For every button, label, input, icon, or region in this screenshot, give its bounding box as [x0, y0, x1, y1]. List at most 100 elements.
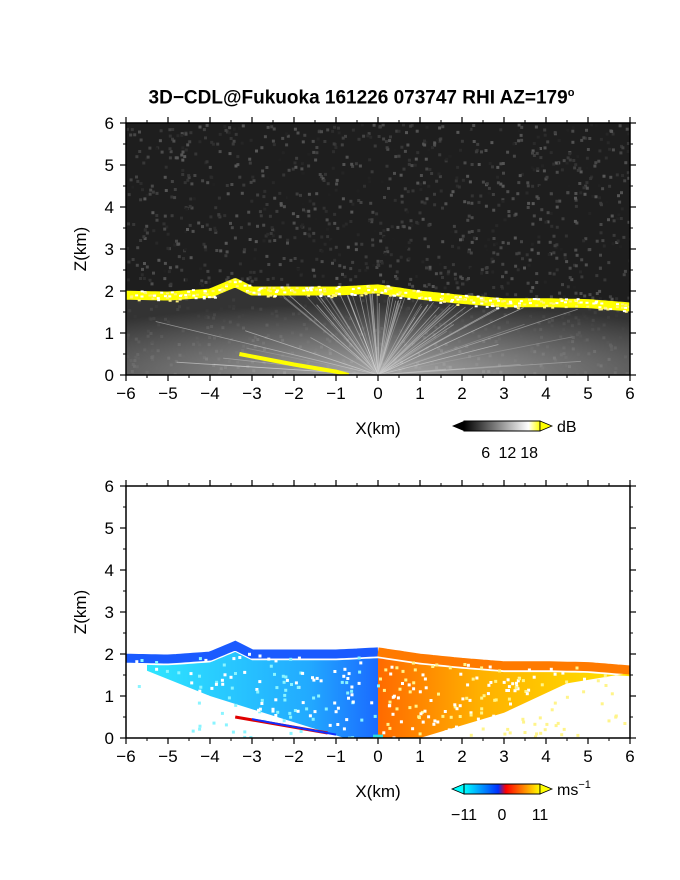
noise-pixel: [313, 274, 317, 278]
noise-pixel: [219, 249, 223, 253]
cloud-layer-pixel: [334, 294, 337, 297]
velocity-pixel: [384, 668, 388, 672]
noise-pixel: [338, 264, 342, 268]
noise-pixel: [145, 193, 149, 197]
cloud-layer-pixel: [399, 297, 403, 299]
velocity-pixel: [607, 719, 611, 723]
noise-pixel: [618, 200, 622, 204]
cloud-layer-pixel: [210, 296, 214, 299]
cloud-layer-pixel: [165, 292, 169, 295]
velocity-pixel: [243, 735, 247, 738]
velocity-pixel: [418, 690, 422, 694]
noise-pixel: [438, 153, 442, 157]
noise-pixel: [349, 220, 353, 223]
cloud-layer-pixel: [235, 285, 239, 288]
noise-pixel: [574, 204, 578, 208]
velocity-pixel: [627, 713, 630, 717]
cloud-layer-pixel: [555, 302, 559, 305]
noise-pixel: [615, 297, 619, 301]
velocity-pixel: [488, 665, 492, 669]
velocity-pixel: [398, 687, 402, 691]
noise-pixel: [549, 252, 553, 256]
cloud-layer-pixel: [407, 297, 411, 300]
velocity-pixel: [282, 719, 286, 723]
velocity-pixel: [229, 733, 233, 737]
noise-pixel: [214, 230, 218, 234]
cloud-layer-pixel: [335, 287, 339, 290]
noise-pixel: [202, 242, 206, 246]
velocity-pixel: [600, 718, 604, 721]
noise-pixel: [286, 241, 289, 245]
noise-pixel: [155, 241, 159, 245]
noise-pixel: [449, 193, 453, 197]
noise-pixel: [323, 242, 327, 246]
noise-pixel: [469, 267, 473, 271]
velocity-pixel: [468, 698, 472, 702]
velocity-pixel: [288, 722, 292, 726]
velocity-pixel: [545, 722, 549, 726]
noise-pixel: [331, 129, 335, 133]
noise-pixel: [324, 172, 327, 176]
noise-pixel: [364, 255, 368, 259]
cloud-layer-pixel: [309, 289, 313, 292]
noise-pixel: [610, 214, 614, 218]
noise-pixel: [412, 274, 416, 278]
noise-pixel: [273, 239, 277, 242]
noise-pixel: [450, 230, 453, 234]
cloud-layer-pixel: [194, 297, 198, 300]
noise-pixel: [326, 182, 330, 186]
noise-pixel: [333, 247, 337, 251]
noise-pixel: [302, 208, 305, 212]
velocity-pixel: [234, 672, 237, 675]
velocity-pixel: [229, 675, 233, 679]
noise-pixel: [467, 293, 471, 297]
velocity-pixel: [535, 732, 539, 736]
noise-pixel: [142, 235, 146, 239]
cloud-layer-pixel: [603, 306, 607, 309]
velocity-pixel: [448, 666, 452, 670]
noise-pixel: [627, 220, 630, 224]
noise-pixel: [185, 278, 189, 282]
cloud-layer-pixel: [175, 300, 179, 303]
noise-pixel: [463, 200, 467, 204]
noise-pixel: [537, 235, 541, 239]
x-tick-label: −3: [242, 384, 261, 403]
cloud-layer-pixel: [371, 291, 375, 294]
colorbar-max-arrow: [539, 783, 554, 795]
velocity-pixel: [293, 709, 297, 712]
noise-pixel: [281, 151, 285, 155]
noise-pixel: [171, 128, 175, 131]
noise-pixel: [595, 239, 599, 243]
x-axis-label: X(km): [355, 419, 400, 438]
noise-pixel: [225, 130, 229, 134]
noise-pixel: [400, 145, 404, 149]
noise-pixel: [451, 263, 455, 267]
radial-streak: [377, 303, 400, 375]
noise-pixel: [264, 234, 268, 238]
noise-pixel: [438, 175, 442, 179]
velocity-pixel: [274, 698, 278, 702]
noise-pixel: [625, 127, 629, 131]
noise-pixel: [202, 128, 206, 132]
noise-pixel: [438, 126, 442, 130]
noise-pixel: [367, 251, 371, 254]
noise-pixel: [495, 242, 499, 246]
noise-pixel: [256, 193, 260, 197]
cloud-layer-pixel: [404, 291, 408, 294]
noise-pixel: [588, 293, 592, 297]
noise-pixel: [536, 135, 540, 139]
noise-pixel: [342, 163, 346, 166]
velocity-pixel: [507, 697, 511, 701]
noise-pixel: [559, 247, 563, 251]
noise-pixel: [292, 221, 296, 225]
noise-pixel: [388, 264, 392, 268]
noise-pixel: [382, 280, 385, 284]
noise-pixel: [317, 130, 321, 134]
noise-pixel: [584, 237, 588, 241]
noise-pixel: [320, 235, 324, 239]
noise-pixel: [225, 184, 229, 187]
cloud-layer-pixel: [481, 297, 485, 300]
noise-pixel: [240, 141, 244, 145]
noise-pixel: [501, 198, 505, 202]
noise-pixel: [611, 148, 615, 152]
